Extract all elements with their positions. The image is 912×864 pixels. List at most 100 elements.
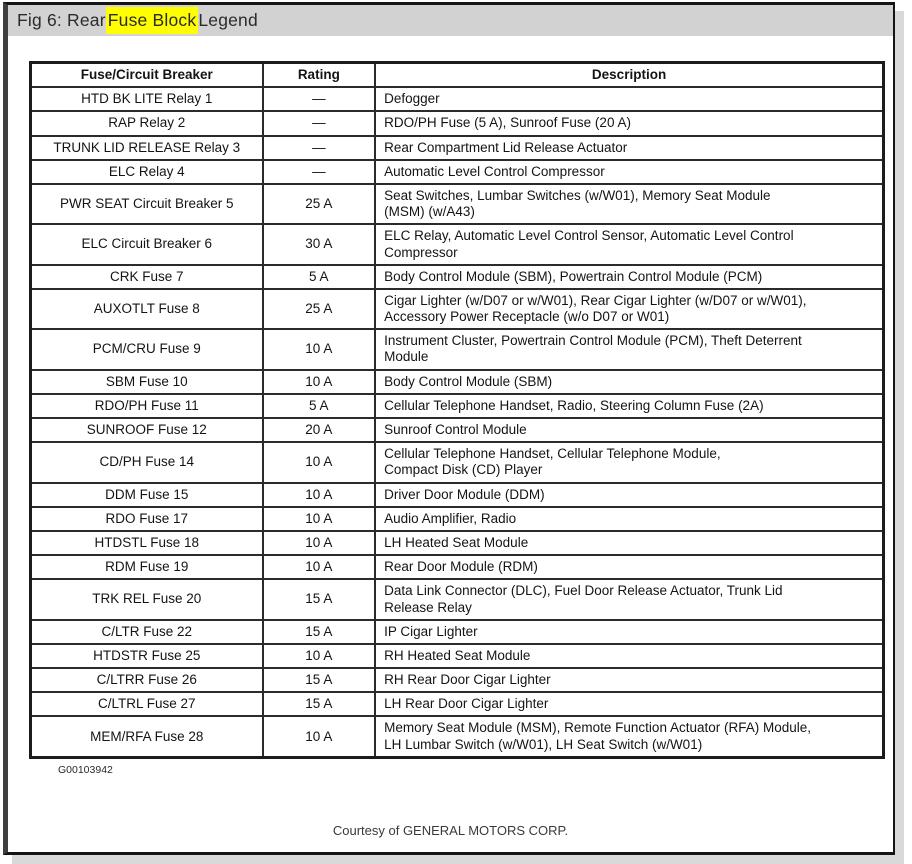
description-cell: Audio Amplifier, Radio xyxy=(374,505,885,532)
table-row: PWR SEAT Circuit Breaker 5 25 A Seat Swi… xyxy=(29,182,885,226)
rating-cell: 15 A xyxy=(261,618,377,645)
table-row: HTDSTR Fuse 25 10 A RH Heated Seat Modul… xyxy=(29,642,885,670)
description-cell: Defogger xyxy=(374,86,885,113)
figure-title-highlight: Fuse Block xyxy=(105,7,199,34)
fuse-cell: PWR SEAT Circuit Breaker 5 xyxy=(29,182,264,226)
rating-cell: 10 A xyxy=(261,554,377,581)
figure-title-suffix: Legend xyxy=(198,10,258,30)
table-row: MEM/RFA Fuse 28 10 A Memory Seat Module … xyxy=(29,715,885,759)
courtesy-line: Courtesy of GENERAL MOTORS CORP. xyxy=(332,823,569,838)
table-row: SUNROOF Fuse 12 20 A Sunroof Control Mod… xyxy=(29,416,885,444)
table-row: CD/PH Fuse 14 10 A Cellular Telephone Ha… xyxy=(29,441,885,484)
rating-cell: 25 A xyxy=(261,182,377,226)
fuse-cell: MEM/RFA Fuse 28 xyxy=(29,715,264,759)
rating-cell: 10 A xyxy=(261,368,377,395)
table-row: HTD BK LITE Relay 1 — Defogger xyxy=(29,86,885,113)
table-row: AUXOTLT Fuse 8 25 A Cigar Lighter (w/D07… xyxy=(29,287,885,331)
rating-cell: 15 A xyxy=(261,691,377,718)
description-cell: Seat Switches, Lumbar Switches (w/W01), … xyxy=(374,182,885,226)
col-header-description: Description xyxy=(374,61,885,89)
figure-title-bar: Fig 6: Rear Fuse Block Legend xyxy=(8,5,893,36)
rating-cell: 30 A xyxy=(261,223,377,266)
rating-cell: 10 A xyxy=(261,441,377,484)
description-cell: Memory Seat Module (MSM), Remote Functio… xyxy=(374,715,885,759)
table-row: RDM Fuse 19 10 A Rear Door Module (RDM) xyxy=(29,554,885,581)
figure-id-footnote: G00103942 xyxy=(58,763,113,776)
fuse-legend-table: Fuse/Circuit Breaker Rating Description … xyxy=(29,61,885,759)
fuse-cell: RDM Fuse 19 xyxy=(29,554,264,581)
table-row: TRK REL Fuse 20 15 A Data Link Connector… xyxy=(29,578,885,621)
fuse-cell: HTDSTL Fuse 18 xyxy=(29,529,264,557)
rating-cell: 10 A xyxy=(261,328,377,371)
fuse-legend-table-area: Fuse/Circuit Breaker Rating Description … xyxy=(29,61,885,776)
fuse-cell: CD/PH Fuse 14 xyxy=(29,441,264,484)
rating-cell: 10 A xyxy=(261,642,377,670)
description-cell: IP Cigar Lighter xyxy=(374,618,885,645)
description-cell: Sunroof Control Module xyxy=(374,416,885,444)
table-row: SBM Fuse 10 10 A Body Control Module (SB… xyxy=(29,368,885,395)
fuse-cell: RDO/PH Fuse 11 xyxy=(29,392,264,420)
table-row: ELC Circuit Breaker 6 30 A ELC Relay, Au… xyxy=(29,223,885,266)
table-row: CRK Fuse 7 5 A Body Control Module (SBM)… xyxy=(29,263,885,290)
description-cell: Rear Compartment Lid Release Actuator xyxy=(374,134,885,161)
description-cell: Body Control Module (SBM) xyxy=(374,368,885,395)
table-row: C/LTRR Fuse 26 15 A RH Rear Door Cigar L… xyxy=(29,667,885,694)
figure-title-prefix: Fig 6: Rear xyxy=(17,10,106,30)
table-row: TRUNK LID RELEASE Relay 3 — Rear Compart… xyxy=(29,134,885,161)
description-cell: Cellular Telephone Handset, Radio, Steer… xyxy=(374,392,885,420)
description-cell: Rear Door Module (RDM) xyxy=(374,554,885,581)
description-cell: Driver Door Module (DDM) xyxy=(374,481,885,508)
rating-cell: 25 A xyxy=(261,287,377,331)
fuse-cell: C/LTR Fuse 22 xyxy=(29,618,264,645)
rating-cell: 10 A xyxy=(261,481,377,508)
rating-cell: — xyxy=(261,134,377,161)
description-cell: Automatic Level Control Compressor xyxy=(374,158,885,185)
table-row: PCM/CRU Fuse 9 10 A Instrument Cluster, … xyxy=(29,328,885,371)
col-header-rating: Rating xyxy=(261,61,377,89)
fuse-cell: C/LTRL Fuse 27 xyxy=(29,691,264,718)
rating-cell: 10 A xyxy=(261,715,377,759)
fuse-cell: HTDSTR Fuse 25 xyxy=(29,642,264,670)
fuse-cell: RDO Fuse 17 xyxy=(29,505,264,532)
rating-cell: 10 A xyxy=(261,529,377,557)
col-header-fuse: Fuse/Circuit Breaker xyxy=(29,61,264,89)
header-row: Fuse/Circuit Breaker Rating Description xyxy=(29,61,885,89)
fuse-cell: PCM/CRU Fuse 9 xyxy=(29,328,264,371)
table-row: RDO/PH Fuse 11 5 A Cellular Telephone Ha… xyxy=(29,392,885,420)
table-row: C/LTRL Fuse 27 15 A LH Rear Door Cigar L… xyxy=(29,691,885,718)
table-body: HTD BK LITE Relay 1 — Defogger RAP Relay… xyxy=(29,86,885,759)
rating-cell: — xyxy=(261,110,377,137)
rating-cell: 5 A xyxy=(261,263,377,290)
rating-cell: 5 A xyxy=(261,392,377,420)
rating-cell: 15 A xyxy=(261,578,377,621)
description-cell: RH Heated Seat Module xyxy=(374,642,885,670)
rating-cell: — xyxy=(261,158,377,185)
document-page: Fig 6: Rear Fuse Block Legend Fuse/Circu… xyxy=(3,2,895,855)
table-row: ELC Relay 4 — Automatic Level Control Co… xyxy=(29,158,885,185)
fuse-cell: SBM Fuse 10 xyxy=(29,368,264,395)
table-row: DDM Fuse 15 10 A Driver Door Module (DDM… xyxy=(29,481,885,508)
table-row: RAP Relay 2 — RDO/PH Fuse (5 A), Sunroof… xyxy=(29,110,885,137)
fuse-cell: TRUNK LID RELEASE Relay 3 xyxy=(29,134,264,161)
table-row: RDO Fuse 17 10 A Audio Amplifier, Radio xyxy=(29,505,885,532)
fuse-cell: HTD BK LITE Relay 1 xyxy=(29,86,264,113)
fuse-cell: CRK Fuse 7 xyxy=(29,263,264,290)
description-cell: ELC Relay, Automatic Level Control Senso… xyxy=(374,223,885,266)
description-cell: Body Control Module (SBM), Powertrain Co… xyxy=(374,263,885,290)
rating-cell: 10 A xyxy=(261,505,377,532)
fuse-cell: ELC Relay 4 xyxy=(29,158,264,185)
rating-cell: 15 A xyxy=(261,667,377,694)
table-header: Fuse/Circuit Breaker Rating Description xyxy=(29,61,885,89)
description-cell: RDO/PH Fuse (5 A), Sunroof Fuse (20 A) xyxy=(374,110,885,137)
fuse-cell: TRK REL Fuse 20 xyxy=(29,578,264,621)
description-cell: Cigar Lighter (w/D07 or w/W01), Rear Cig… xyxy=(374,287,885,331)
fuse-cell: DDM Fuse 15 xyxy=(29,481,264,508)
table-row: C/LTR Fuse 22 15 A IP Cigar Lighter xyxy=(29,618,885,645)
description-cell: Instrument Cluster, Powertrain Control M… xyxy=(374,328,885,371)
fuse-cell: C/LTRR Fuse 26 xyxy=(29,667,264,694)
description-cell: Data Link Connector (DLC), Fuel Door Rel… xyxy=(374,578,885,621)
fuse-cell: SUNROOF Fuse 12 xyxy=(29,416,264,444)
description-cell: RH Rear Door Cigar Lighter xyxy=(374,667,885,694)
rating-cell: 20 A xyxy=(261,416,377,444)
description-cell: Cellular Telephone Handset, Cellular Tel… xyxy=(374,441,885,484)
